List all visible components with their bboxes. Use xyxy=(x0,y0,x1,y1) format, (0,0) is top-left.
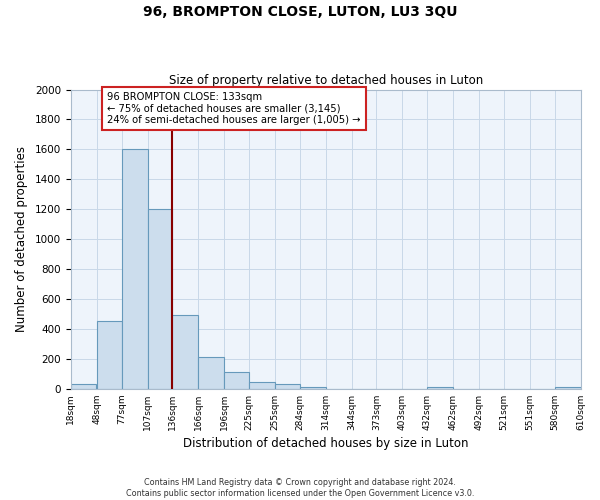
Text: 96, BROMPTON CLOSE, LUTON, LU3 3QU: 96, BROMPTON CLOSE, LUTON, LU3 3QU xyxy=(143,5,457,19)
Bar xyxy=(275,384,300,389)
Text: 96 BROMPTON CLOSE: 133sqm
← 75% of detached houses are smaller (3,145)
24% of se: 96 BROMPTON CLOSE: 133sqm ← 75% of detac… xyxy=(107,92,361,125)
Bar xyxy=(122,150,148,389)
Bar xyxy=(172,316,199,389)
Y-axis label: Number of detached properties: Number of detached properties xyxy=(15,146,28,332)
Bar xyxy=(97,322,122,389)
Bar xyxy=(148,210,172,389)
Bar xyxy=(300,386,326,389)
Bar xyxy=(199,358,224,389)
X-axis label: Distribution of detached houses by size in Luton: Distribution of detached houses by size … xyxy=(183,437,469,450)
Bar xyxy=(427,386,453,389)
Title: Size of property relative to detached houses in Luton: Size of property relative to detached ho… xyxy=(169,74,483,87)
Bar xyxy=(71,384,96,389)
Bar xyxy=(224,372,249,389)
Bar xyxy=(554,386,581,389)
Bar xyxy=(249,382,275,389)
Text: Contains HM Land Registry data © Crown copyright and database right 2024.
Contai: Contains HM Land Registry data © Crown c… xyxy=(126,478,474,498)
